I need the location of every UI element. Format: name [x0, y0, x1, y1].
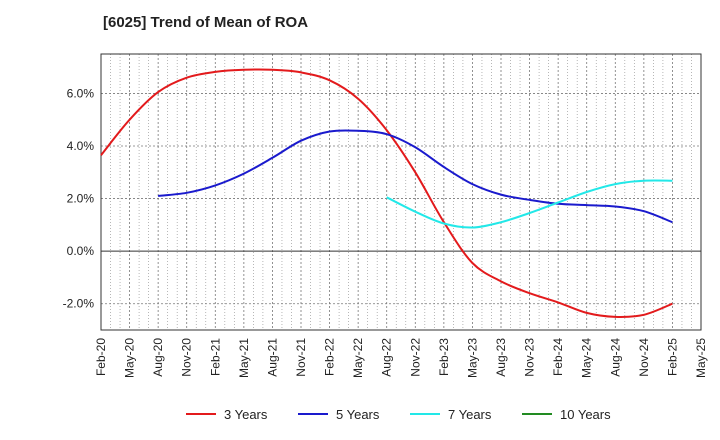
x-tick-label: May-20	[123, 338, 137, 378]
y-tick-label: 6.0%	[67, 86, 95, 100]
x-tick-label: Nov-22	[408, 338, 422, 377]
series-line-3-years	[100, 68, 673, 318]
x-tick-label: Feb-24	[551, 338, 565, 376]
series-line-5-years	[157, 129, 673, 224]
legend-label-5-years: 5 Years	[336, 407, 380, 422]
y-tick-label: 2.0%	[67, 192, 95, 206]
x-tick-label: May-22	[351, 338, 365, 378]
x-tick-label: May-24	[580, 338, 594, 378]
x-tick-label: Nov-21	[294, 338, 308, 377]
y-axis: -2.0% 0.0% 2.0% 4.0% 6.0%	[63, 86, 95, 310]
legend-label-3-years: 3 Years	[224, 407, 268, 422]
x-tick-label: May-21	[237, 338, 251, 378]
series-lines	[100, 68, 673, 318]
x-tick-label: Nov-20	[180, 338, 194, 377]
x-tick-label: Nov-23	[523, 338, 537, 377]
x-tick-label: Aug-23	[494, 338, 508, 377]
x-tick-label: May-25	[694, 338, 708, 378]
x-tick-label: Feb-22	[323, 338, 337, 376]
legend-label-7-years: 7 Years	[448, 407, 492, 422]
chart-title: [6025] Trend of Mean of ROA	[103, 14, 309, 31]
x-tick-label: May-23	[465, 338, 479, 378]
x-tick-label: Aug-21	[265, 338, 279, 377]
x-tick-label: Aug-20	[151, 338, 165, 377]
y-tick-label: -2.0%	[63, 297, 95, 311]
y-tick-label: 4.0%	[67, 139, 95, 153]
plot-frame	[100, 53, 702, 331]
x-axis: Feb-20 May-20 Aug-20 Nov-20 Feb-21 May-21 Aug-…	[94, 338, 708, 378]
x-tick-label: Feb-25	[665, 338, 679, 376]
x-tick-label: Aug-24	[608, 338, 622, 377]
x-tick-label: Aug-22	[380, 338, 394, 377]
x-tick-label: Nov-24	[637, 338, 651, 377]
series-line-7-years	[386, 179, 673, 229]
legend-label-10-years: 10 Years	[560, 407, 611, 422]
x-tick-label: Feb-23	[437, 338, 451, 376]
plot-border	[100, 53, 702, 331]
x-tick-label: Feb-20	[94, 338, 108, 376]
y-tick-label: 0.0%	[67, 244, 95, 258]
legend: 3 Years 5 Years 7 Years 10 Years	[186, 407, 611, 422]
x-tick-label: Feb-21	[208, 338, 222, 376]
